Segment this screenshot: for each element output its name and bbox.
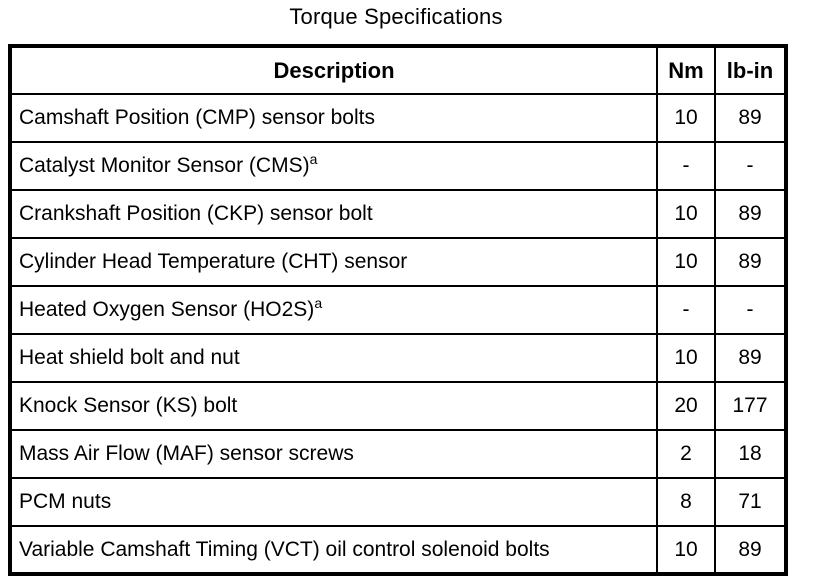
table-row: Catalyst Monitor Sensor (CMS)a - -	[9, 141, 787, 191]
description-cell: Heated Oxygen Sensor (HO2S)a	[9, 285, 658, 335]
description-text: Crankshaft Position (CKP) sensor bolt	[19, 202, 373, 225]
nm-cell: 2	[656, 429, 716, 479]
table-row: Heated Oxygen Sensor (HO2S)a - -	[9, 285, 787, 335]
header-lb-in: lb-in	[714, 45, 787, 95]
description-text: Catalyst Monitor Sensor (CMS)	[19, 154, 310, 177]
nm-cell: 10	[656, 93, 716, 143]
description-cell: Mass Air Flow (MAF) sensor screws	[9, 429, 658, 479]
lb-in-cell: 89	[714, 237, 787, 287]
nm-cell: 10	[656, 525, 716, 575]
lb-in-cell: 89	[714, 93, 787, 143]
lb-in-cell: 89	[714, 525, 787, 575]
lb-in-cell: 89	[714, 189, 787, 239]
description-cell: Variable Camshaft Timing (VCT) oil contr…	[9, 525, 658, 575]
nm-cell: 10	[656, 333, 716, 383]
header-description: Description	[9, 45, 658, 95]
description-text: Variable Camshaft Timing (VCT) oil contr…	[19, 537, 550, 561]
description-cell: PCM nuts	[9, 477, 658, 527]
description-text: Mass Air Flow (MAF) sensor screws	[19, 442, 354, 465]
page-title: Torque Specifications	[289, 4, 503, 29]
lb-in-cell: 177	[714, 381, 787, 431]
lb-in-cell: -	[714, 285, 787, 335]
lb-in-cell: 18	[714, 429, 787, 479]
footnote-marker: a	[314, 295, 323, 311]
nm-cell: 10	[656, 189, 716, 239]
torque-spec-table: Description Nm lb-in Camshaft Position (…	[8, 44, 788, 576]
table-row: Variable Camshaft Timing (VCT) oil contr…	[9, 525, 787, 575]
description-cell: Camshaft Position (CMP) sensor bolts	[9, 93, 658, 143]
description-cell: Cylinder Head Temperature (CHT) sensor	[9, 237, 658, 287]
description-text: Heat shield bolt and nut	[19, 346, 240, 369]
header-nm: Nm	[656, 45, 716, 95]
description-text: Camshaft Position (CMP) sensor bolts	[19, 106, 375, 129]
lb-in-cell: 71	[714, 477, 787, 527]
table-row: PCM nuts 8 71	[9, 477, 787, 527]
table-row: Heat shield bolt and nut 10 89	[9, 333, 787, 383]
nm-cell: 10	[656, 237, 716, 287]
description-cell: Catalyst Monitor Sensor (CMS)a	[9, 141, 658, 191]
table-row: Cylinder Head Temperature (CHT) sensor 1…	[9, 237, 787, 287]
description-text: Cylinder Head Temperature (CHT) sensor	[19, 250, 408, 273]
description-cell: Crankshaft Position (CKP) sensor bolt	[9, 189, 658, 239]
description-cell: Knock Sensor (KS) bolt	[9, 381, 658, 431]
nm-cell: 20	[656, 381, 716, 431]
table-row: Knock Sensor (KS) bolt 20 177	[9, 381, 787, 431]
table-row: Mass Air Flow (MAF) sensor screws 2 18	[9, 429, 787, 479]
nm-cell: -	[656, 141, 716, 191]
description-text: PCM nuts	[19, 490, 112, 513]
nm-cell: -	[656, 285, 716, 335]
lb-in-cell: -	[714, 141, 787, 191]
description-text: Heated Oxygen Sensor (HO2S)	[19, 298, 315, 321]
description-cell: Heat shield bolt and nut	[9, 333, 658, 383]
footnote-marker: a	[309, 151, 318, 167]
lb-in-cell: 89	[714, 333, 787, 383]
table-row: Crankshaft Position (CKP) sensor bolt 10…	[9, 189, 787, 239]
nm-cell: 8	[656, 477, 716, 527]
description-text: Knock Sensor (KS) bolt	[19, 394, 238, 417]
table-row: Camshaft Position (CMP) sensor bolts 10 …	[9, 93, 787, 143]
header-row: Description Nm lb-in	[9, 45, 787, 95]
